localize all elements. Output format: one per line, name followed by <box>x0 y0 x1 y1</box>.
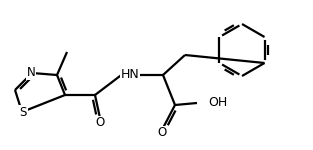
Text: N: N <box>27 66 35 80</box>
Text: O: O <box>95 117 105 129</box>
Text: O: O <box>157 126 167 140</box>
Text: OH: OH <box>208 96 227 110</box>
Text: S: S <box>19 105 27 118</box>
Text: HN: HN <box>121 69 139 81</box>
